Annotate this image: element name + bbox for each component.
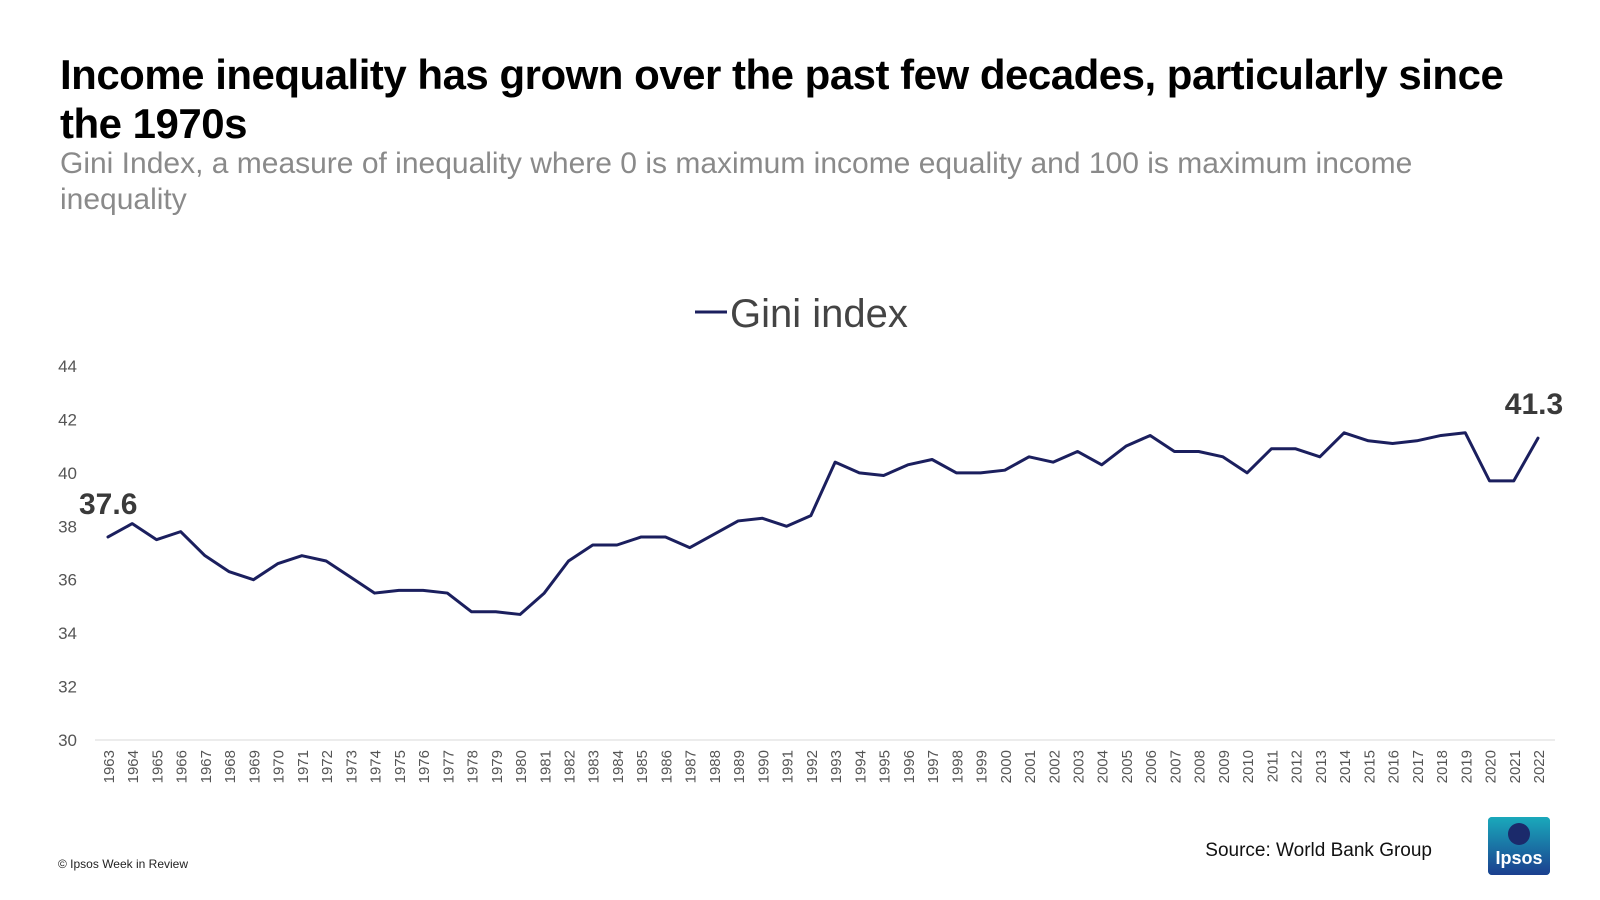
ipsos-logo: Ipsos	[1488, 817, 1550, 875]
x-tick-label: 1998	[949, 750, 966, 783]
x-tick-label: 2009	[1216, 750, 1233, 783]
legend-label: Gini index	[730, 292, 908, 336]
x-tick-label: 1986	[658, 750, 675, 783]
x-tick-label: 1963	[101, 750, 118, 783]
x-tick-label: 1992	[804, 750, 821, 783]
x-tick-label: 1967	[198, 750, 215, 783]
data-labels: 37.6 41.3	[79, 388, 1563, 521]
x-tick-label: 2017	[1410, 750, 1427, 783]
x-tick-label: 1984	[610, 750, 627, 783]
x-tick-label: 1976	[416, 750, 433, 783]
legend: Gini index	[695, 292, 908, 336]
x-tick-label: 2004	[1095, 750, 1112, 783]
x-tick-label: 2018	[1434, 750, 1451, 783]
x-tick-label: 1989	[731, 750, 748, 783]
x-tick-label: 2008	[1192, 750, 1209, 783]
x-tick-label: 1972	[319, 750, 336, 783]
chart-subtitle: Gini Index, a measure of inequality wher…	[60, 147, 1413, 216]
x-tick-label: 2007	[1167, 750, 1184, 783]
y-tick-label: 38	[58, 517, 77, 536]
plot-area	[106, 431, 1540, 616]
y-tick-label: 32	[58, 678, 77, 697]
x-tick-label: 1966	[174, 750, 191, 783]
x-tick-label: 1965	[149, 750, 166, 783]
x-tick-label: 2019	[1458, 750, 1475, 783]
x-tick-label: 1999	[974, 750, 991, 783]
x-tick-label: 1985	[634, 750, 651, 783]
x-tick-label: 2012	[1289, 750, 1306, 783]
x-tick-label: 1980	[513, 750, 530, 783]
x-tick-label: 1987	[683, 750, 700, 783]
y-tick-label: 34	[58, 624, 77, 643]
x-tick-label: 2013	[1313, 750, 1330, 783]
x-tick-label: 2011	[1264, 750, 1281, 782]
x-tick-label: 1981	[537, 750, 554, 783]
x-tick-label: 2022	[1531, 750, 1548, 783]
x-tick-label: 2010	[1240, 750, 1257, 783]
x-tick-label: 2014	[1337, 750, 1354, 783]
x-tick-label: 1968	[222, 750, 239, 783]
x-tick-label: 1993	[828, 750, 845, 783]
line-chart: Gini index 30 32 34 36 38 40 42 44 1963 1964 1965…	[58, 292, 1563, 783]
data-label-end: 41.3	[1505, 388, 1563, 421]
x-tick-label: 2000	[998, 750, 1015, 783]
x-tick-label: 1978	[465, 750, 482, 783]
y-tick-label: 36	[58, 571, 77, 590]
x-tick-label: 1997	[925, 750, 942, 783]
y-tick-label: 40	[58, 464, 77, 483]
x-tick-label: 2020	[1483, 750, 1500, 783]
x-tick-label: 1982	[562, 750, 579, 783]
x-tick-label: 2002	[1046, 750, 1063, 783]
x-tick-label: 1971	[295, 750, 312, 783]
x-tick-label: 2016	[1386, 750, 1403, 783]
x-tick-label: 1988	[707, 750, 724, 783]
y-axis: 30 32 34 36 38 40 42 44	[58, 357, 77, 750]
source-note: Source: World Bank Group	[1205, 840, 1432, 861]
x-tick-label: 1969	[246, 750, 263, 783]
y-tick-label: 44	[58, 357, 77, 376]
x-tick-label: 1995	[877, 750, 894, 783]
x-axis: 1963 1964 1965 1966 1967 1968 1969 1970 1971 1972…	[95, 739, 1555, 783]
x-tick-label: 1970	[271, 750, 288, 783]
y-tick-label: 30	[58, 731, 77, 750]
x-tick-label: 1974	[368, 750, 385, 783]
x-tick-label: 1994	[852, 750, 869, 783]
x-tick-label: 2021	[1507, 750, 1524, 783]
logo-text: Ipsos	[1495, 848, 1543, 868]
x-tick-label: 1996	[901, 750, 918, 783]
x-tick-label: 1979	[489, 750, 506, 783]
chart-title: Income inequality has grown over the pas…	[60, 51, 1504, 147]
y-tick-label: 42	[58, 410, 77, 429]
x-tick-label: 1964	[125, 750, 142, 783]
x-tick-label: 1973	[343, 750, 360, 783]
x-tick-label: 2006	[1143, 750, 1160, 783]
copyright-note: © Ipsos Week in Review	[58, 857, 189, 871]
x-tick-label: 1991	[780, 750, 797, 783]
data-label-start: 37.6	[79, 488, 137, 521]
x-tick-label: 1990	[755, 750, 772, 783]
x-tick-label: 2003	[1070, 750, 1087, 783]
x-tick-label: 2005	[1119, 750, 1136, 783]
logo-mark-icon	[1508, 823, 1530, 845]
x-tick-label: 1983	[586, 750, 603, 783]
x-tick-label: 1977	[440, 750, 457, 783]
x-tick-label: 1975	[392, 750, 409, 783]
x-tick-label: 2001	[1022, 750, 1039, 783]
x-tick-label: 2015	[1361, 750, 1378, 783]
series-line-gini-index	[106, 431, 1540, 616]
